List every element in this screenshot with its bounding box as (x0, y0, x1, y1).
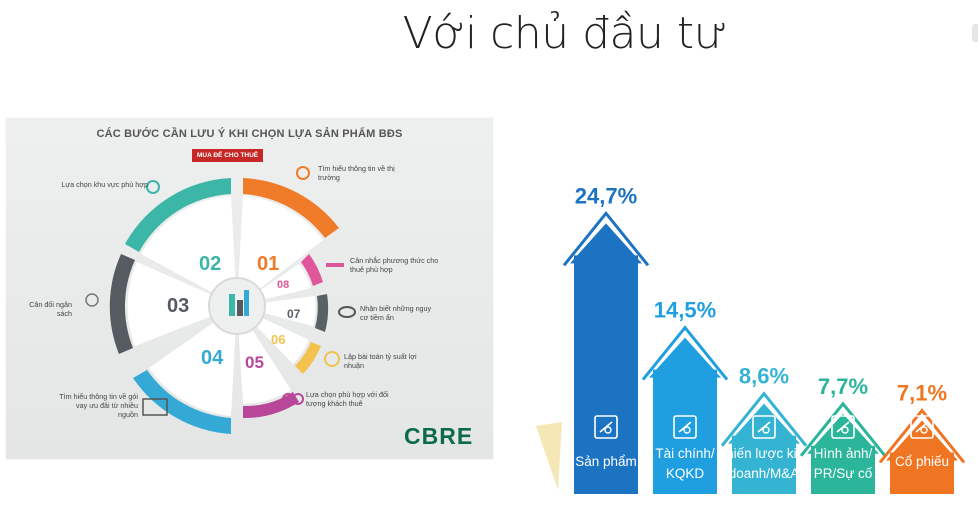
segment-06-rim (295, 342, 321, 374)
decorative-wedge (536, 422, 562, 490)
category-label: PR/Sự cố (814, 466, 873, 481)
bar-roof-outline (641, 325, 729, 381)
bar-3: 8,6% Chiến lược kinh doanh/M&A (716, 364, 812, 494)
infographic-wheel: 01 02 03 04 05 06 07 08 (85, 166, 356, 434)
note-04: Tìm hiểu thông tin về gói vay ưu đãi từ … (59, 392, 138, 419)
location-pin-icon (146, 180, 160, 194)
note-03: Cân đối ngân sách (29, 300, 72, 318)
segment-07-rim (315, 294, 329, 332)
page-title: Với chủ đầu tư (402, 8, 728, 59)
coins-chart-icon (910, 415, 934, 439)
segment-02-rim (125, 178, 231, 252)
bar-roof-outline (562, 210, 650, 267)
segment-05-number: 05 (245, 353, 264, 372)
category-label: Hình ảnh/ (814, 446, 873, 461)
cbre-logo: CBRE (404, 423, 474, 449)
bar-roof-outline (720, 391, 808, 447)
category-label: doanh/M&A (729, 466, 800, 481)
segment-06-number: 06 (271, 332, 285, 347)
segment-01-rim (243, 178, 339, 238)
people-presentation-icon (831, 415, 855, 439)
segment-02-number: 02 (199, 253, 221, 275)
infographic-title: CÁC BƯỚC CẦN LƯU Ý KHI CHỌN LỰA SẢN PHẨM… (96, 128, 403, 140)
note-01: Tìm hiểu thông tin về thị trường (318, 164, 395, 182)
bar-roof-outline (799, 401, 887, 457)
bar-roof (570, 223, 642, 264)
segment-07-number: 07 (287, 307, 301, 321)
bank-icon (142, 398, 168, 416)
category-label: Chiến lược kinh (716, 446, 811, 461)
bar-chart: 24,7% Sản phẩm 14,5% Tài chính/KQKD 8,6% Chiế… (530, 70, 978, 522)
note-06: Lập bài toán tỷ suất lợi nhuận (344, 352, 417, 370)
bar-body (732, 435, 796, 494)
segment-04-rim (133, 370, 231, 434)
chess-rook-icon (752, 415, 776, 439)
segment-04-number: 04 (201, 347, 224, 369)
segment-01-number: 01 (257, 253, 279, 275)
note-05: Lựa chọn phù hợp với đối tượng khách thu… (306, 390, 389, 408)
segment-08-number: 08 (277, 279, 289, 291)
bar-roof (886, 420, 958, 461)
magnifier-icon (296, 166, 310, 180)
bar-body (811, 445, 875, 494)
chart-magnifier-icon (673, 415, 697, 439)
bar-5: 7,1% Cổ phiếu (878, 380, 966, 494)
segment-05-rim (243, 392, 299, 419)
key-icon (326, 263, 344, 267)
percent-icon (324, 351, 340, 367)
bar-2: 14,5% Tài chính/KQKD (641, 298, 729, 494)
bar-4: 7,7% Hình ảnh/PR/Sự cố (799, 374, 887, 494)
category-label: Sản phẩm (575, 454, 637, 469)
bar-body (574, 255, 638, 494)
value-label: 7,1% (897, 380, 947, 405)
value-label: 8,6% (739, 364, 789, 389)
eye-icon (338, 306, 356, 318)
category-label: Cổ phiếu (895, 454, 949, 469)
category-label: Tài chính/ (655, 446, 715, 461)
bar-roof (649, 337, 721, 378)
segment-03-number: 03 (167, 295, 189, 317)
note-08: Cân nhắc phương thức cho thuê phù hợp (350, 256, 439, 274)
infographic-badge: MUA ĐỂ CHO THUÊ (192, 149, 264, 162)
corner-tab[interactable] (972, 24, 978, 42)
infographic-panel: CÁC BƯỚC CẦN LƯU Ý KHI CHỌN LỰA SẢN PHẨM… (6, 118, 493, 459)
bar-1: 24,7% Sản phẩm (562, 183, 650, 494)
house-hand-icon (594, 415, 618, 439)
segment-08-rim (301, 254, 323, 286)
chart-canvas: 24,7% Sản phẩm 14,5% Tài chính/KQKD 8,6% Chiế… (536, 183, 966, 494)
note-07: Nhận biết những nguy cơ tiềm ẩn (360, 304, 432, 322)
segment-03-rim (109, 254, 135, 354)
bar-roof (807, 413, 879, 454)
bar-roof-outline (878, 408, 966, 464)
value-label: 24,7% (575, 183, 637, 208)
value-label: 7,7% (818, 374, 868, 399)
category-label: KQKD (666, 466, 705, 481)
money-hands-icon (85, 293, 99, 307)
note-02: Lựa chọn khu vực phù hợp (61, 180, 148, 189)
value-label: 14,5% (654, 298, 716, 323)
bar-roof (728, 403, 800, 444)
